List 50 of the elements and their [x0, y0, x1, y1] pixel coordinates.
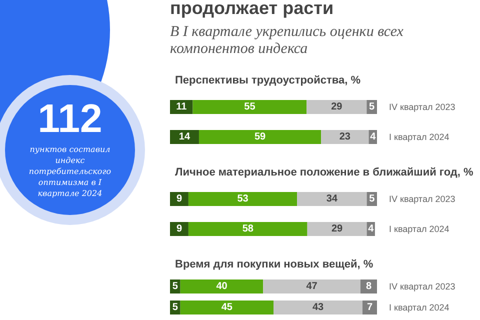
y-tick-label: IV квартал 2023 [389, 194, 456, 204]
data-label: 5 [172, 281, 178, 292]
data-label: 55 [244, 102, 256, 112]
data-label: 8 [366, 281, 372, 292]
data-label: 47 [306, 281, 318, 292]
bar [188, 192, 298, 206]
bar [362, 300, 377, 314]
chart-title: Время для покупки новых вещей, % [175, 258, 374, 270]
data-label: 29 [331, 224, 344, 234]
data-label: 5 [369, 102, 376, 112]
bar [180, 300, 274, 314]
data-label: 7 [366, 302, 373, 313]
bar [306, 100, 367, 114]
bar [263, 280, 360, 294]
text: пунктов составил индекс потребительского оптимизма в I квартале 2024 [28, 144, 112, 199]
data-label: 4 [368, 224, 374, 234]
y-tick-label: IV квартал 2023 [389, 102, 456, 112]
data-label: 14 [178, 132, 190, 142]
data-label: 23 [339, 132, 351, 142]
data-label: 43 [312, 302, 324, 313]
data-label: 5 [172, 302, 178, 313]
bar [198, 130, 322, 144]
data-label: 40 [216, 281, 228, 292]
text: В I квартале укрепились оценки всех компонентов индекса [170, 24, 404, 58]
bar [188, 222, 308, 236]
data-label: 4 [370, 132, 376, 142]
data-label: 5 [369, 194, 376, 204]
bar [321, 130, 369, 144]
data-label: 34 [326, 194, 338, 204]
bar [180, 280, 264, 294]
data-label: 59 [254, 132, 266, 142]
bar [307, 222, 367, 236]
bar [192, 100, 307, 114]
bar [297, 192, 367, 206]
y-tick-label: I квартал 2024 [389, 132, 450, 142]
chart-title: Перспективы трудоустройства, % [175, 74, 361, 86]
data-label: 9 [176, 194, 182, 204]
y-tick-label: I квартал 2024 [389, 224, 450, 234]
data-label: 53 [237, 194, 249, 204]
y-tick-label: I квартал 2024 [389, 302, 450, 312]
text: 112 [36, 97, 104, 141]
bar [274, 300, 363, 314]
data-label: 58 [242, 224, 254, 234]
data-label: 29 [331, 102, 343, 112]
data-label: 45 [221, 302, 233, 313]
chart-title: Личное материальное положение в ближайший год, % [175, 166, 474, 178]
data-label: 9 [176, 224, 182, 234]
y-tick-label: IV квартал 2023 [389, 282, 456, 292]
text: продолжает расти [170, 0, 334, 19]
data-label: 11 [176, 102, 188, 112]
